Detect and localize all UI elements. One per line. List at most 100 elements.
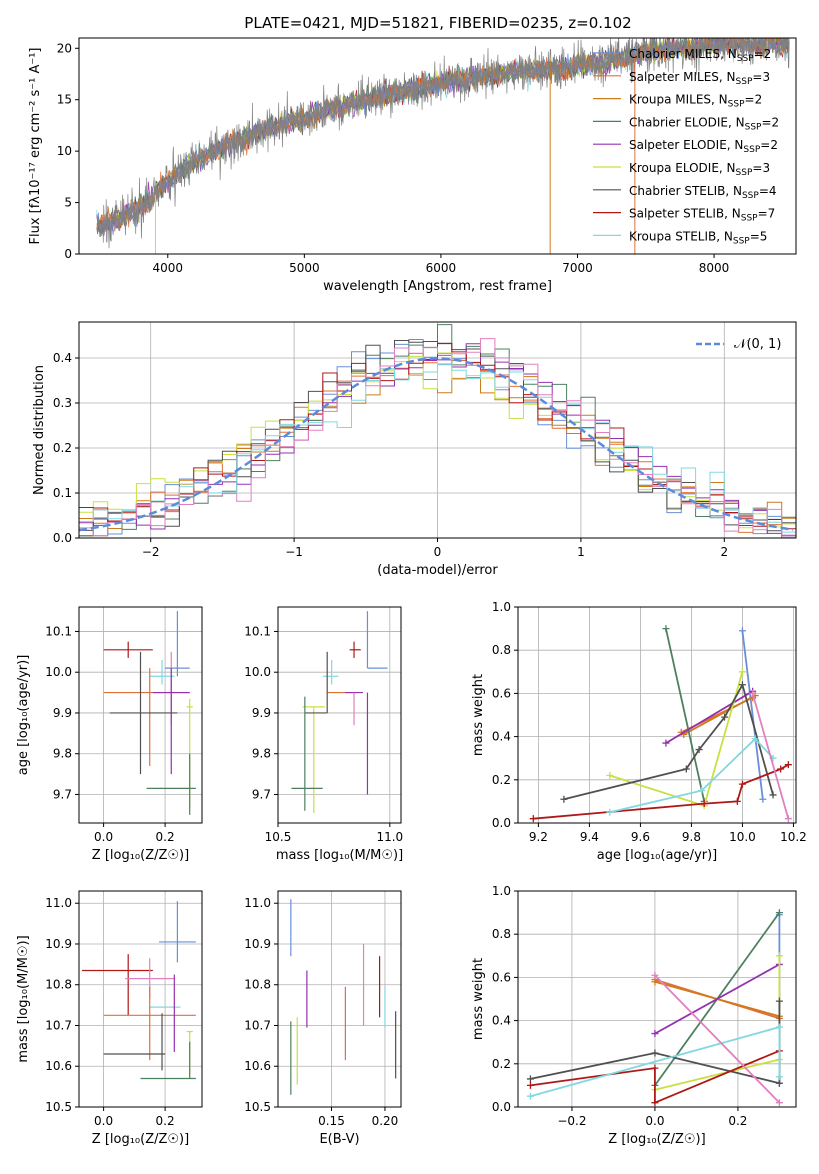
legend-label: Chabrier ELODIE, NSSP=2	[629, 115, 779, 132]
model-spectrum-salpeter_stelib	[96, 38, 790, 232]
x-tick-label: 0.2	[728, 1114, 747, 1128]
residuals-legend: 𝒩(0, 1)	[696, 337, 781, 352]
mass-weight-line-salpeter_stelib	[530, 1049, 780, 1105]
age_vs_Z-panel: 0.0 0.2 9.7 9.8 9.9 10.0 10.1 Z [log₁₀(Z/Z☉)] ag…	[16, 606, 203, 863]
mass_vs_Z-grid	[79, 891, 202, 1108]
errorbar-point	[302, 706, 325, 813]
errorbar-point	[304, 651, 328, 714]
y-tick-label: 10	[57, 144, 72, 158]
mw_vs_age-ylabel: mass weight	[471, 674, 486, 756]
x-tick-label: 4000	[152, 261, 183, 275]
mass-weight-marker	[784, 815, 792, 823]
y-tick-label: 0.0	[53, 531, 72, 545]
x-tick-label: 9.6	[631, 830, 650, 844]
x-tick-label: 0.0	[94, 1114, 113, 1128]
x-tick-label: 1	[577, 545, 585, 559]
spectrum-frame	[78, 37, 797, 255]
mass-weight-line-kroupa_miles	[683, 694, 756, 736]
y-tick-label: 10.6	[244, 1059, 271, 1073]
residual-hist-chabrier_stelib	[79, 340, 796, 532]
age_vs_Z-ylabel: age [log₁₀(age/yr)]	[16, 655, 31, 776]
spectrum-plot-area	[96, 38, 790, 254]
mw_vs_age-frame	[517, 606, 797, 824]
mw_vs_Z-grid	[518, 890, 796, 1108]
y-tick-label: 10.5	[45, 1100, 72, 1114]
mass-weight-marker	[738, 780, 746, 788]
x-tick-label: 9.4	[580, 830, 599, 844]
mass-weight-marker	[662, 625, 670, 633]
mass-weight-marker	[606, 771, 614, 779]
mass-weight-line-chabrier_elodie	[665, 628, 706, 802]
y-tick-label: 9.8	[252, 747, 271, 761]
legend-label: Salpeter STELIB, NSSP=7	[629, 207, 775, 224]
age_vs_mass-xlabel: mass [log₁₀(M/M☉)]	[276, 848, 403, 863]
mass_vs_Z-panel: 0.0 0.2 10.5 10.6 10.7 10.8 10.9 11.0 Z [log₁₀(Z…	[16, 890, 203, 1147]
age_vs_Z-xlabel: Z [log₁₀(Z/Z☉)]	[92, 848, 189, 863]
y-tick-label: 0.2	[492, 1057, 511, 1071]
y-tick-label: 10.0	[45, 665, 72, 679]
mass-weight-line-kroupa_elodie	[609, 671, 744, 807]
mw_vs_age-xlabel: age [log₁₀(age/yr)]	[597, 848, 718, 863]
mass-weight-marker	[662, 739, 670, 747]
mass-weight-marker	[738, 627, 746, 635]
spectrum-legend: Chabrier MILES, NSSP=2 Salpeter MILES, NS…	[593, 47, 779, 246]
mass-weight-marker	[733, 797, 741, 805]
errorbar-point	[322, 659, 339, 685]
residuals-panel: −2 −1 0 1 2 0.0 0.1 0.2 0.3 0.4 (data-model)/error…	[32, 321, 797, 578]
legend-label: Kroupa STELIB, NSSP=5	[629, 229, 767, 246]
mass-weight-marker	[698, 787, 706, 795]
mw_vs_Z-ylabel: mass weight	[471, 958, 486, 1040]
mass_vs_ebv-panel: 0.15 0.20 10.5 10.6 10.7 10.8 10.9 11.0 E(B-V)	[244, 890, 402, 1147]
y-tick-label: 0.4	[492, 730, 511, 744]
y-tick-label: 11.0	[45, 896, 72, 910]
y-tick-label: 10.8	[244, 978, 271, 992]
y-tick-label: 0	[64, 247, 72, 261]
mass-weight-marker	[695, 746, 703, 754]
legend-label: Salpeter ELODIE, NSSP=2	[629, 138, 778, 155]
mass_vs_Z-plot-area	[82, 901, 196, 1080]
model-spectrum-salpeter_elodie	[96, 38, 790, 237]
x-tick-label: 0.0	[94, 830, 113, 844]
mass-weight-marker	[560, 795, 568, 803]
mw_vs_age-panel: 9.2 9.4 9.6 9.8 10.0 10.2 0.0 0.2 0.4 0.6 0.8 1.0 ag…	[471, 600, 807, 863]
age_vs_mass-frame	[277, 606, 402, 824]
mass-weight-marker	[775, 952, 783, 960]
mass-weight-marker	[738, 681, 746, 689]
x-tick-label: 0.0	[645, 1114, 664, 1128]
mass-weight-marker	[784, 761, 792, 769]
mass-weight-marker	[777, 765, 785, 773]
mass-weight-line-chabrier_miles	[741, 630, 764, 800]
y-tick-label: 10.9	[244, 937, 271, 951]
errorbar-point	[152, 668, 190, 775]
residuals-ylabel: Normed distribution	[32, 365, 47, 495]
y-tick-label: 10.0	[244, 665, 271, 679]
y-tick-label: 0.6	[492, 970, 511, 984]
age_vs_Z-plot-area	[103, 611, 196, 815]
y-tick-label: 9.9	[252, 706, 271, 720]
model-spectrum-kroupa_elodie	[96, 38, 790, 236]
mw_vs_Z-plot-area	[526, 909, 783, 1107]
y-tick-label: 10.1	[244, 624, 271, 638]
x-tick-label: 0	[434, 545, 442, 559]
mass-weight-marker	[769, 791, 777, 799]
age_vs_mass-grid	[277, 607, 401, 823]
errorbar-point	[165, 611, 190, 677]
x-tick-label: 7000	[562, 261, 593, 275]
y-tick-label: 11.0	[244, 896, 271, 910]
y-tick-label: 0.1	[53, 486, 72, 500]
mass-weight-marker	[700, 800, 708, 808]
y-tick-label: 9.9	[53, 706, 72, 720]
errorbar-point	[366, 611, 388, 669]
y-tick-label: 15	[57, 93, 72, 107]
x-tick-label: 6000	[426, 261, 457, 275]
mass-weight-marker	[749, 689, 757, 697]
errorbar-point	[103, 641, 153, 658]
errorbar-point	[149, 659, 175, 685]
y-tick-label: 1.0	[492, 884, 511, 898]
x-tick-label: 0.2	[156, 1114, 175, 1128]
mass-weight-line-salpeter_elodie	[665, 690, 754, 744]
x-tick-label: −2	[142, 545, 160, 559]
age_vs_Z-grid	[79, 607, 202, 823]
mass-weight-line-salpeter_stelib	[533, 763, 789, 820]
